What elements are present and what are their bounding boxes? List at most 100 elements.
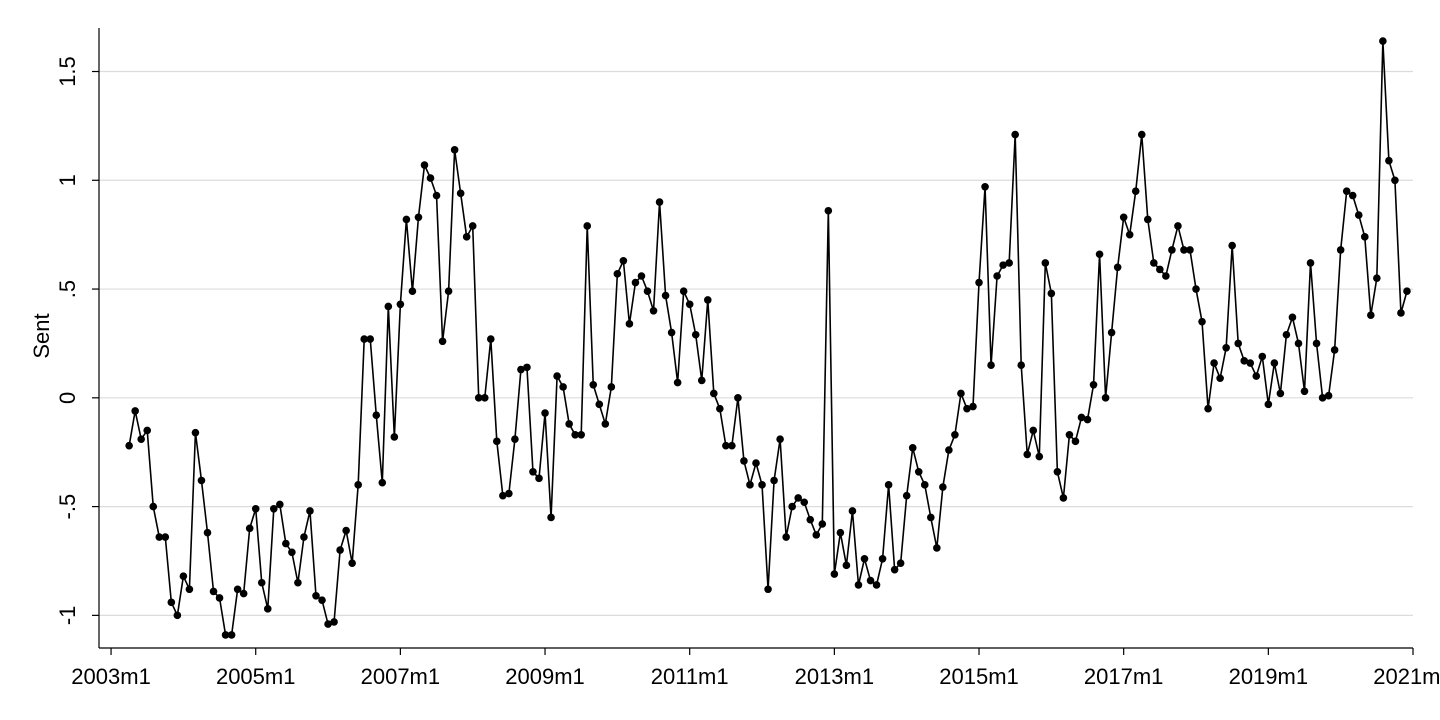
data-point (884, 481, 893, 489)
data-point (1143, 215, 1152, 224)
data-point (324, 620, 332, 628)
data-point (1162, 272, 1170, 280)
data-point (312, 591, 320, 600)
data-point (251, 504, 260, 513)
data-point (975, 278, 983, 287)
data-point (336, 546, 344, 554)
data-point (1023, 450, 1032, 459)
x-tick-label: 2007m1 (361, 664, 441, 689)
data-point (547, 513, 555, 522)
data-point (480, 394, 489, 402)
x-tick-label: 2021m1 (1373, 664, 1440, 689)
data-point (348, 559, 356, 567)
data-point (1065, 431, 1074, 439)
data-point (456, 189, 465, 198)
x-tick-label: 2015m1 (939, 664, 1019, 689)
data-point (493, 437, 501, 446)
data-point (131, 407, 139, 415)
data-point (197, 476, 206, 485)
data-point (1059, 494, 1068, 502)
data-point (993, 272, 1001, 280)
data-point (872, 581, 881, 589)
data-point (1391, 176, 1399, 185)
data-point (583, 222, 592, 230)
data-point (390, 433, 399, 441)
data-point (806, 515, 815, 524)
data-point (812, 531, 821, 539)
data-point (462, 233, 471, 241)
data-point (505, 489, 513, 498)
data-point (1017, 361, 1026, 369)
data-point (342, 526, 350, 535)
data-point (987, 361, 995, 369)
data-point (227, 631, 236, 639)
data-point (191, 428, 200, 437)
data-point (800, 498, 809, 507)
data-point (384, 302, 393, 311)
data-point (203, 528, 212, 537)
data-point (1047, 289, 1056, 298)
data-point (685, 300, 694, 309)
data-point (1403, 287, 1411, 296)
y-axis-ticks: -1 -.5 0 .5 1 1.5 (55, 56, 99, 625)
data-point (1180, 246, 1188, 254)
series-line (128, 40, 1408, 636)
y-tick-label: .5 (55, 280, 80, 298)
data-point (1367, 311, 1375, 319)
data-point (541, 409, 549, 417)
data-point (1282, 330, 1291, 339)
y-tick-label: 1.5 (55, 56, 80, 87)
data-point (740, 457, 748, 465)
data-point (1198, 317, 1206, 326)
data-point (239, 589, 248, 598)
data-point (1318, 394, 1327, 402)
data-point (613, 270, 622, 278)
data-point (734, 394, 742, 402)
data-point (529, 467, 537, 476)
data-point (818, 520, 827, 528)
data-point (945, 446, 953, 454)
y-axis-title: Sent (29, 313, 54, 358)
data-point (661, 291, 670, 300)
data-point (468, 222, 477, 230)
data-point (830, 570, 839, 578)
data-point (444, 287, 453, 296)
data-point (1330, 346, 1339, 354)
data-point (306, 507, 314, 515)
data-point (1210, 359, 1218, 367)
data-point (1324, 391, 1333, 400)
data-point (1077, 413, 1086, 422)
data-point (1029, 426, 1038, 435)
data-point (143, 426, 152, 435)
data-point (263, 605, 272, 613)
data-point (420, 161, 429, 169)
x-tick-label: 2011m1 (651, 664, 729, 689)
data-point (794, 494, 802, 502)
data-point (1204, 404, 1212, 413)
data-point (1252, 372, 1261, 380)
data-point (571, 431, 579, 439)
data-point (173, 611, 182, 620)
data-point (655, 198, 664, 206)
data-point (607, 383, 616, 391)
data-point (577, 431, 585, 439)
data-point (1174, 222, 1182, 230)
data-point (1053, 467, 1062, 476)
data-point (179, 572, 188, 581)
data-point (1101, 394, 1110, 402)
axes (98, 28, 1413, 649)
data-point (890, 565, 899, 574)
x-tick-label: 2003m1 (71, 664, 151, 689)
data-point (939, 483, 947, 491)
data-point (824, 206, 833, 215)
data-point (565, 420, 573, 428)
data-point (1276, 389, 1285, 398)
data-point (643, 287, 652, 296)
data-point (426, 174, 435, 182)
data-point (999, 261, 1007, 269)
data-point (294, 578, 302, 587)
data-point (1168, 246, 1176, 254)
data-point (408, 287, 417, 296)
data-point (703, 296, 712, 304)
data-point (860, 555, 869, 563)
